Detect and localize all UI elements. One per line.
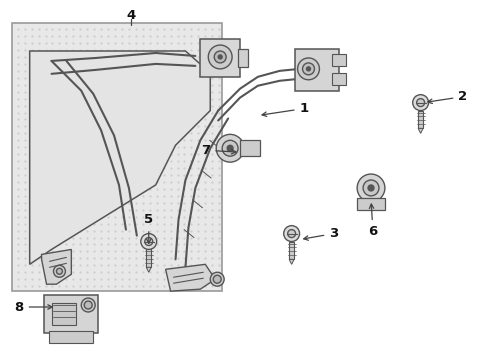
Text: 7: 7	[201, 144, 236, 157]
Circle shape	[216, 134, 244, 162]
Text: 8: 8	[15, 301, 52, 314]
Circle shape	[84, 301, 92, 309]
Circle shape	[363, 180, 379, 196]
Circle shape	[357, 174, 385, 202]
Bar	[289, 242, 294, 260]
Text: 2: 2	[428, 90, 467, 104]
Polygon shape	[147, 267, 151, 272]
Bar	[294, 49, 339, 91]
Circle shape	[302, 63, 315, 75]
Bar	[240, 140, 260, 156]
Circle shape	[368, 185, 374, 191]
Circle shape	[222, 140, 238, 156]
Text: 1: 1	[262, 102, 309, 116]
Bar	[238, 49, 248, 67]
Circle shape	[214, 51, 226, 63]
Circle shape	[416, 99, 425, 107]
Bar	[200, 39, 240, 77]
Circle shape	[145, 238, 153, 246]
Circle shape	[297, 58, 319, 80]
Bar	[51, 303, 76, 325]
Bar	[44, 295, 98, 333]
Polygon shape	[289, 260, 294, 264]
Circle shape	[218, 55, 222, 59]
Polygon shape	[42, 249, 72, 284]
Circle shape	[307, 67, 311, 71]
Bar	[418, 111, 423, 129]
Circle shape	[208, 45, 232, 69]
Text: 6: 6	[368, 204, 378, 238]
Bar	[147, 249, 151, 267]
Bar	[332, 54, 346, 66]
Polygon shape	[30, 51, 210, 264]
Polygon shape	[166, 264, 215, 291]
Circle shape	[288, 230, 295, 238]
Circle shape	[141, 234, 157, 249]
Text: 4: 4	[126, 9, 136, 22]
Circle shape	[56, 268, 62, 274]
Bar	[49, 331, 93, 343]
Bar	[12, 23, 222, 291]
Bar	[357, 198, 385, 210]
Text: 5: 5	[144, 213, 153, 243]
Circle shape	[284, 226, 299, 242]
Text: 3: 3	[304, 227, 339, 240]
Polygon shape	[418, 129, 423, 133]
Circle shape	[210, 272, 224, 286]
Circle shape	[53, 265, 65, 277]
Circle shape	[227, 145, 233, 151]
Bar	[332, 73, 346, 85]
Circle shape	[81, 298, 95, 312]
Circle shape	[413, 95, 429, 111]
Circle shape	[213, 275, 221, 283]
